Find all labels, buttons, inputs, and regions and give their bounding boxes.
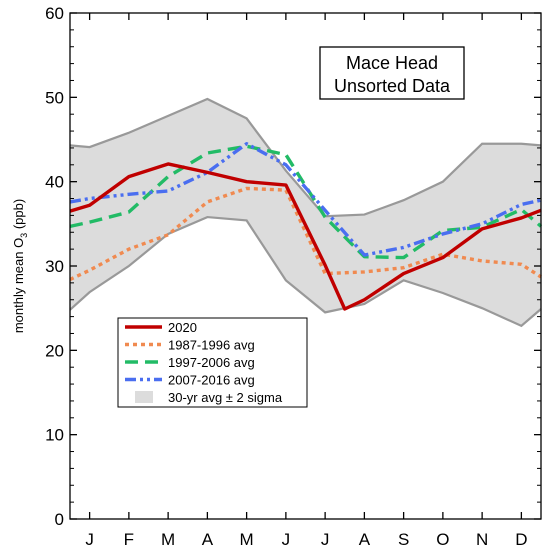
sigma-band-fill [70,99,541,326]
series-line-2007-2016-avg [69,142,542,257]
legend-label: 1987-1996 avg [168,338,255,353]
x-tick-label: M [240,530,254,549]
x-tick-label: O [436,530,449,549]
y-axis-label-main: monthly mean O [11,238,26,333]
y-tick-label: 0 [55,510,64,529]
y-axis: 0 10 20 30 40 50 60 [45,4,541,529]
chart-title-frame [319,46,465,100]
y-tick-label: 60 [45,4,64,23]
y-tick-label: 20 [45,341,64,360]
y-axis-label-subscript: 3 [19,233,29,238]
legend: 2020 1987-1996 avg 1997-2006 avg 2007-2016 … [117,317,308,408]
x-tick-label: J [85,530,94,549]
x-tick-label: J [282,530,291,549]
sigma-band-lower-edge [69,215,542,328]
legend-items: 2020 1987-1996 avg 1997-2006 avg 2007-2016 … [125,320,283,405]
legend-label: 2007-2016 avg [168,373,255,388]
y-tick-label: 40 [45,173,64,192]
y-tick-label: 30 [45,257,64,276]
series-layer [69,142,542,311]
chart-title-box: Mace Head Unsorted Data [319,46,465,100]
y-tick-label: 10 [45,426,64,445]
x-tick-label: J [321,530,330,549]
chart-title-line-2: Unsorted Data [334,76,451,96]
x-tick-label: F [124,530,134,549]
x-tick-label: M [161,530,175,549]
y-axis-label: monthly mean O3 (ppb) [11,199,29,333]
x-tick-label: N [476,530,488,549]
legend-label: 30-yr avg ± 2 sigma [168,390,283,405]
x-tick-label: D [515,530,527,549]
sigma-band-upper-edge [69,97,542,218]
sigma-band-layer [69,97,542,328]
x-tick-label: A [202,530,214,549]
x-tick-label: S [398,530,409,549]
y-axis-label-unit: (ppb) [11,199,26,233]
legend-label: 2020 [168,320,197,335]
legend-label: 1997-2006 avg [168,355,255,370]
legend-swatch-band [135,391,153,403]
chart-title-line-1: Mace Head [346,53,438,73]
x-tick-label: A [359,530,371,549]
series-line-2020 [69,162,542,311]
series-line-1997-2006-avg [69,144,542,260]
y-tick-label: 50 [45,88,64,107]
series-line-1987-1996-avg [69,186,542,282]
